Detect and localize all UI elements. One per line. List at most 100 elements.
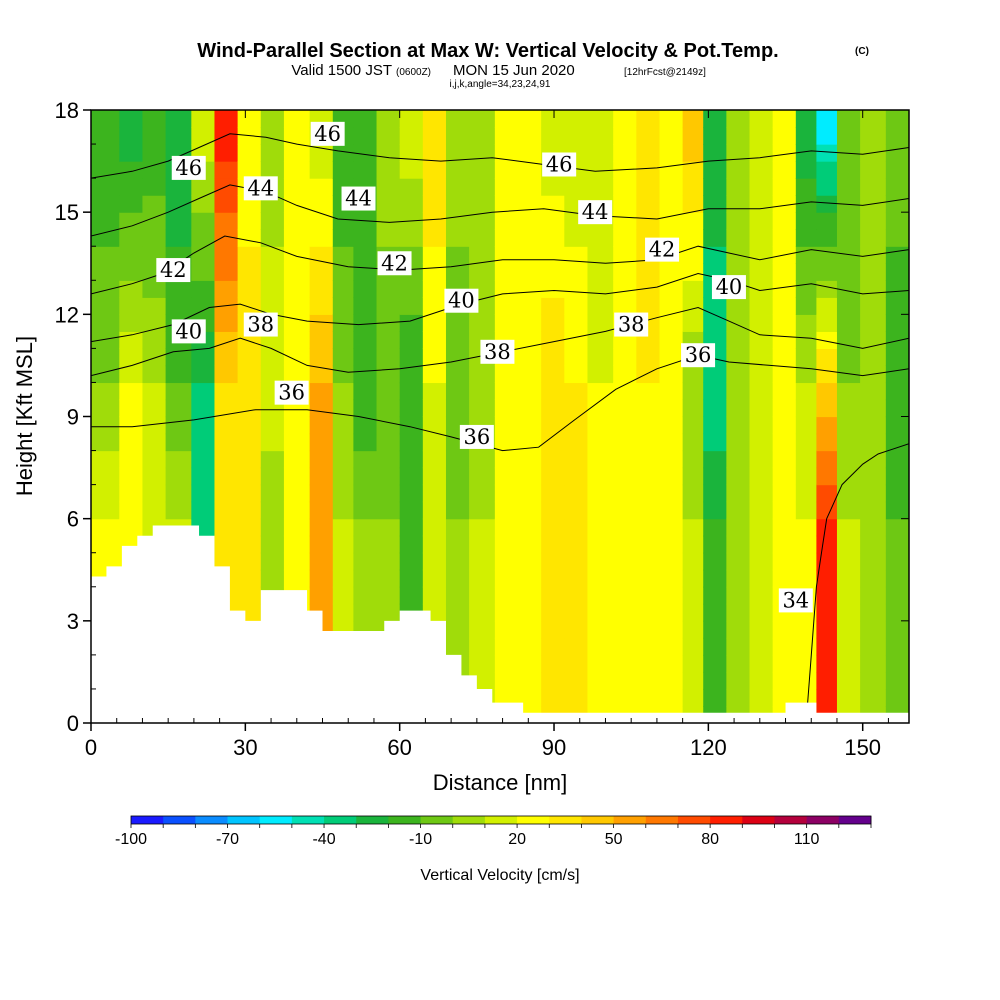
velocity-cell xyxy=(795,280,817,298)
velocity-cell xyxy=(422,144,447,162)
velocity-cell xyxy=(422,433,447,452)
colorbar-tick-label: 110 xyxy=(794,831,820,848)
velocity-cell xyxy=(885,501,909,520)
velocity-cell xyxy=(214,280,239,298)
velocity-cell xyxy=(518,127,542,145)
velocity-cell xyxy=(142,348,167,367)
velocity-cell xyxy=(860,280,887,298)
velocity-cell xyxy=(885,654,909,673)
contour-labels: 46 46 46 44 44 44 42 42 42 40 40 40 38 38 38 36 36 36 34 xyxy=(156,122,813,613)
velocity-cell xyxy=(703,467,727,486)
x-tick-label: 150 xyxy=(844,735,881,760)
velocity-cell xyxy=(726,433,751,452)
velocity-cell xyxy=(885,229,909,247)
velocity-cell xyxy=(237,263,262,281)
velocity-cell xyxy=(795,654,817,673)
contour-label-box xyxy=(459,424,494,449)
velocity-cell xyxy=(469,246,496,264)
velocity-cell xyxy=(564,314,589,332)
velocity-cell xyxy=(836,331,861,349)
velocity-cell xyxy=(682,552,704,571)
velocity-cell xyxy=(749,637,774,656)
velocity-cell xyxy=(422,195,447,213)
velocity-cell xyxy=(119,399,144,418)
velocity-cell xyxy=(703,416,727,435)
contour-label-box xyxy=(480,339,515,364)
velocity-cell xyxy=(816,195,838,213)
velocity-cell xyxy=(816,314,838,332)
velocity-cell xyxy=(564,518,589,537)
velocity-cell xyxy=(518,654,542,673)
velocity-cell xyxy=(376,212,401,230)
velocity-cell xyxy=(332,280,354,298)
velocity-cell xyxy=(772,535,797,554)
velocity-cell xyxy=(309,569,334,588)
velocity-cell xyxy=(332,569,354,588)
velocity-cell xyxy=(260,365,285,384)
velocity-cell xyxy=(309,535,334,554)
velocity-cell xyxy=(816,161,838,179)
velocity-cell xyxy=(332,144,354,162)
velocity-cell xyxy=(469,535,496,554)
velocity-cell xyxy=(795,450,817,469)
velocity-cell xyxy=(564,603,589,622)
velocity-cell xyxy=(636,297,661,315)
velocity-cell xyxy=(682,382,704,401)
velocity-cell xyxy=(283,348,311,367)
velocity-cell xyxy=(353,484,378,503)
velocity-cell xyxy=(494,484,519,503)
velocity-cell xyxy=(816,450,838,469)
velocity-cell xyxy=(518,671,542,690)
velocity-cell xyxy=(445,110,470,128)
velocity-cell xyxy=(91,535,120,554)
velocity-cell xyxy=(119,331,144,349)
velocity-cell xyxy=(726,501,751,520)
velocity-cell xyxy=(795,620,817,639)
contour-label-box xyxy=(614,312,649,337)
velocity-cell xyxy=(399,331,424,349)
velocity-cell xyxy=(494,314,519,332)
velocity-cell xyxy=(613,535,637,554)
velocity-cell xyxy=(613,586,637,605)
velocity-cell xyxy=(422,331,447,349)
velocity-cell xyxy=(795,229,817,247)
velocity-cell xyxy=(772,382,797,401)
velocity-cell xyxy=(399,518,424,537)
velocity-cell xyxy=(795,535,817,554)
velocity-cell xyxy=(518,535,542,554)
velocity-cell xyxy=(332,331,354,349)
velocity-cell xyxy=(749,382,774,401)
velocity-cell xyxy=(772,399,797,418)
x-tick-label: 30 xyxy=(233,735,257,760)
velocity-cell xyxy=(237,467,262,486)
velocity-cell xyxy=(587,110,614,128)
velocity-cell xyxy=(260,535,285,554)
velocity-cell xyxy=(237,416,262,435)
velocity-cell xyxy=(541,399,565,418)
velocity-cell xyxy=(682,144,704,162)
velocity-cell xyxy=(726,365,751,384)
velocity-cell xyxy=(260,297,285,315)
velocity-cell xyxy=(795,399,817,418)
contour-label: 44 xyxy=(578,200,613,225)
velocity-cell xyxy=(564,331,589,349)
velocity-cell xyxy=(541,229,565,247)
velocity-cell xyxy=(836,518,861,537)
velocity-cell xyxy=(445,518,470,537)
velocity-cell xyxy=(165,365,192,384)
velocity-cell xyxy=(587,382,614,401)
velocity-cell xyxy=(836,620,861,639)
velocity-cell xyxy=(494,263,519,281)
colorbar-swatch xyxy=(806,816,840,824)
velocity-cell xyxy=(860,552,887,571)
velocity-cell xyxy=(445,331,470,349)
velocity-cell xyxy=(214,229,239,247)
velocity-cell xyxy=(469,637,496,656)
velocity-cell xyxy=(795,195,817,213)
velocity-cell xyxy=(283,450,311,469)
contour-label-box xyxy=(171,319,206,344)
velocity-cell xyxy=(636,110,661,128)
velocity-cell xyxy=(703,127,727,145)
velocity-cell xyxy=(564,110,589,128)
velocity-cell xyxy=(332,535,354,554)
